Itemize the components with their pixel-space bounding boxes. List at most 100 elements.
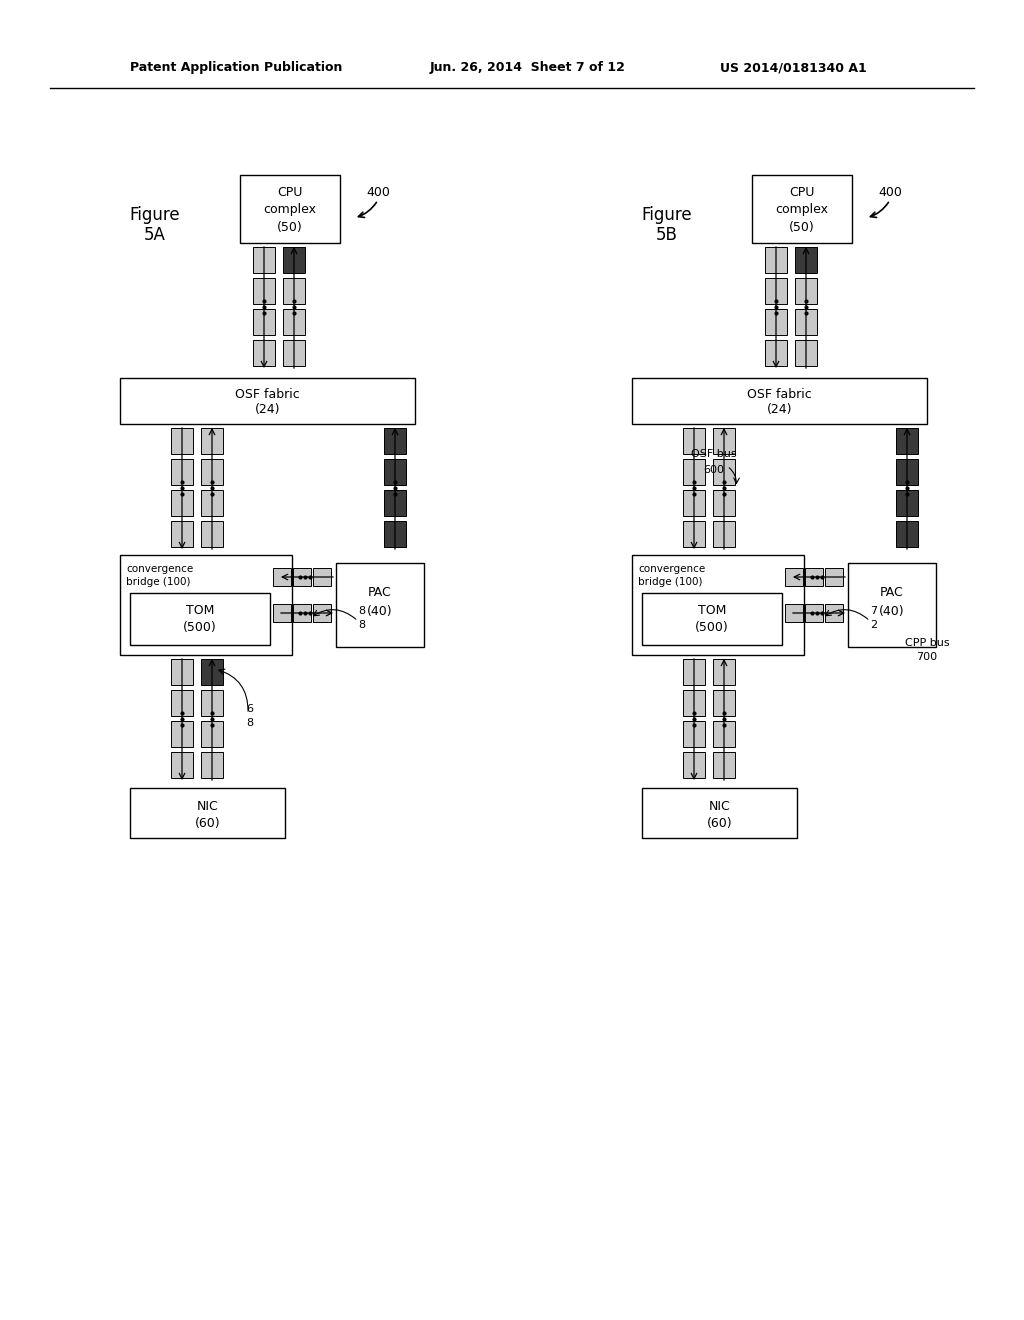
Bar — [765, 309, 787, 335]
Bar — [171, 690, 193, 715]
Bar — [171, 721, 193, 747]
Bar — [713, 459, 735, 484]
Bar — [201, 659, 223, 685]
Bar — [171, 752, 193, 777]
Text: US 2014/0181340 A1: US 2014/0181340 A1 — [720, 62, 866, 74]
Bar — [201, 721, 223, 747]
Text: Figure: Figure — [130, 206, 180, 224]
Bar — [683, 752, 705, 777]
Bar — [713, 428, 735, 454]
Bar — [896, 521, 918, 546]
Text: (40): (40) — [880, 605, 905, 618]
Bar — [201, 428, 223, 454]
Text: convergence: convergence — [126, 564, 194, 574]
Text: bridge (100): bridge (100) — [638, 577, 702, 587]
Bar — [896, 428, 918, 454]
Bar — [336, 564, 424, 647]
Bar — [765, 279, 787, 304]
Bar — [896, 459, 918, 484]
Text: (40): (40) — [368, 605, 393, 618]
Bar — [683, 721, 705, 747]
Text: 400: 400 — [878, 186, 902, 199]
Text: OSF fabric: OSF fabric — [748, 388, 812, 400]
Bar — [171, 490, 193, 516]
Bar — [253, 279, 275, 304]
Bar — [253, 309, 275, 335]
Text: OSF fabric: OSF fabric — [236, 388, 300, 400]
Bar — [825, 568, 843, 586]
Text: 8: 8 — [247, 718, 254, 729]
Bar — [805, 605, 823, 622]
Text: (500): (500) — [183, 622, 217, 635]
Text: CPU: CPU — [790, 186, 815, 199]
Text: (24): (24) — [767, 404, 793, 417]
Bar — [293, 568, 311, 586]
Bar — [713, 721, 735, 747]
Text: (60): (60) — [195, 817, 220, 829]
Text: TOM: TOM — [185, 605, 214, 618]
Text: complex: complex — [263, 202, 316, 215]
Bar — [293, 605, 311, 622]
Text: 400: 400 — [366, 186, 390, 199]
Text: NIC: NIC — [197, 800, 218, 813]
Bar — [273, 605, 291, 622]
Bar — [253, 247, 275, 273]
Bar — [795, 309, 817, 335]
Text: 8: 8 — [358, 620, 366, 630]
Text: (60): (60) — [707, 817, 732, 829]
Text: 5B: 5B — [656, 226, 678, 244]
Text: complex: complex — [775, 202, 828, 215]
Bar — [130, 788, 285, 838]
Bar — [120, 378, 415, 424]
Bar — [632, 554, 804, 655]
Bar — [848, 564, 936, 647]
Bar — [713, 690, 735, 715]
Text: CPU: CPU — [278, 186, 303, 199]
Bar — [283, 309, 305, 335]
Text: 5A: 5A — [144, 226, 166, 244]
Bar — [683, 521, 705, 546]
Bar — [765, 247, 787, 273]
Bar — [713, 490, 735, 516]
Bar — [683, 490, 705, 516]
Bar — [240, 176, 340, 243]
Bar — [713, 659, 735, 685]
Text: (500): (500) — [695, 622, 729, 635]
Text: 600: 600 — [703, 465, 725, 475]
Text: 8: 8 — [358, 606, 366, 616]
Bar — [253, 341, 275, 366]
Bar — [642, 593, 782, 645]
Bar — [632, 378, 927, 424]
Bar — [201, 752, 223, 777]
Bar — [171, 428, 193, 454]
Text: TOM: TOM — [697, 605, 726, 618]
Text: Patent Application Publication: Patent Application Publication — [130, 62, 342, 74]
Bar — [283, 341, 305, 366]
Text: 6: 6 — [247, 704, 254, 714]
Text: 2: 2 — [870, 620, 878, 630]
Bar — [713, 752, 735, 777]
Bar — [384, 428, 406, 454]
Bar — [896, 490, 918, 516]
Bar — [795, 341, 817, 366]
Bar — [683, 428, 705, 454]
Bar — [683, 459, 705, 484]
Text: PAC: PAC — [368, 586, 392, 599]
Bar — [384, 490, 406, 516]
Text: NIC: NIC — [709, 800, 730, 813]
Bar — [825, 605, 843, 622]
Bar — [171, 459, 193, 484]
Text: OSF bus: OSF bus — [691, 449, 737, 459]
Bar — [120, 554, 292, 655]
Text: PAC: PAC — [880, 586, 904, 599]
Text: 7: 7 — [870, 606, 878, 616]
Text: bridge (100): bridge (100) — [126, 577, 190, 587]
Text: (50): (50) — [790, 220, 815, 234]
Bar — [171, 659, 193, 685]
Bar — [201, 521, 223, 546]
Text: convergence: convergence — [638, 564, 706, 574]
Bar — [384, 521, 406, 546]
Bar — [201, 459, 223, 484]
Bar — [765, 341, 787, 366]
Bar — [752, 176, 852, 243]
